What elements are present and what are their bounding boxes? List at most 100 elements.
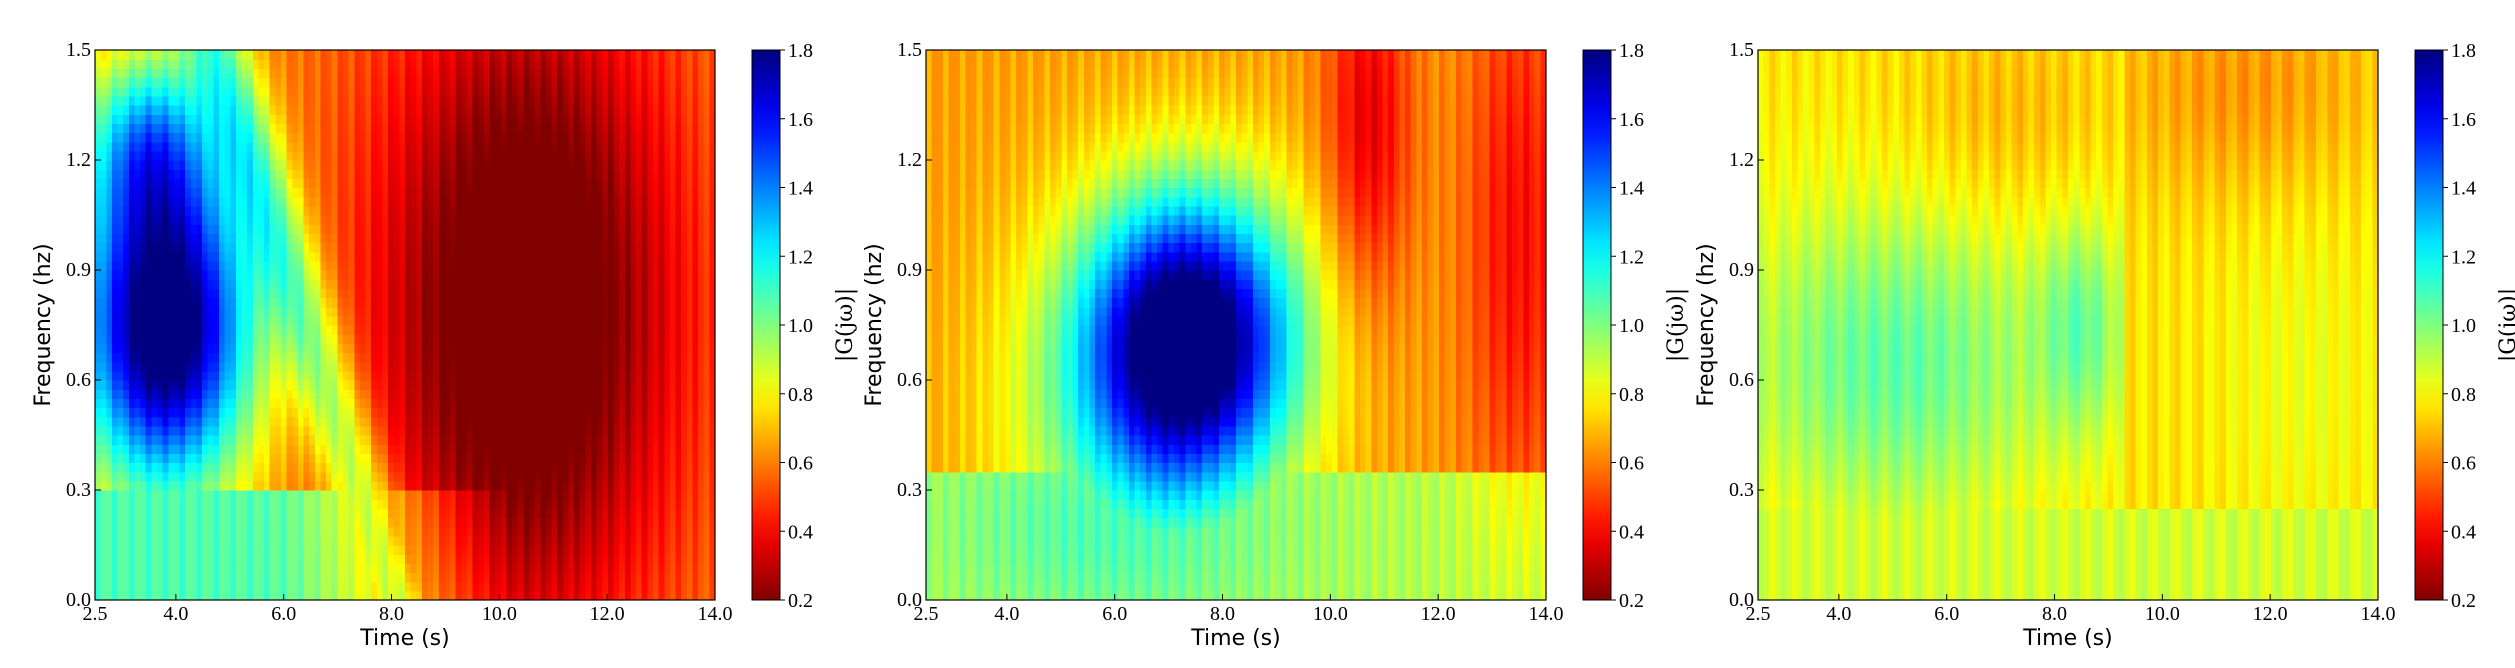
heatmap-cell xyxy=(473,123,479,133)
heatmap-cell xyxy=(174,573,180,583)
heatmap-cell xyxy=(270,96,276,106)
heatmap-cell xyxy=(473,114,479,124)
heatmap-cell xyxy=(552,151,558,161)
heatmap-cell xyxy=(129,463,135,473)
heatmap-cell xyxy=(535,463,541,473)
heatmap-cell xyxy=(535,133,541,143)
heatmap-cell xyxy=(411,96,417,106)
heatmap-cell xyxy=(506,261,512,271)
heatmap-cell xyxy=(151,68,157,78)
heatmap-cell xyxy=(377,252,383,262)
heatmap-cell xyxy=(123,453,129,463)
heatmap-cell xyxy=(191,563,197,573)
heatmap-cell xyxy=(129,123,135,133)
heatmap-cell xyxy=(304,288,310,298)
heatmap-cell xyxy=(213,224,219,234)
heatmap-cell xyxy=(208,490,214,500)
heatmap-cell xyxy=(490,114,496,124)
heatmap-cell xyxy=(422,270,428,280)
heatmap-cell xyxy=(174,78,180,88)
heatmap-cell xyxy=(349,371,355,381)
heatmap-cell xyxy=(270,573,276,583)
heatmap-cell xyxy=(275,325,281,335)
heatmap-cell xyxy=(118,573,124,583)
heatmap-cell xyxy=(360,298,366,308)
heatmap-cell xyxy=(371,105,377,115)
heatmap-cell xyxy=(461,298,467,308)
heatmap-cell xyxy=(546,233,552,243)
heatmap-cell xyxy=(337,197,343,207)
heatmap-cell xyxy=(258,554,264,564)
heatmap-cell xyxy=(535,334,541,344)
heatmap-cell xyxy=(433,518,439,528)
heatmap-cell xyxy=(320,481,326,491)
heatmap-cell xyxy=(95,123,101,133)
heatmap-cell xyxy=(422,453,428,463)
heatmap-cell xyxy=(394,188,400,198)
heatmap-cell xyxy=(196,96,202,106)
heatmap-cell xyxy=(399,343,405,353)
heatmap-cell xyxy=(411,435,417,445)
heatmap-cell xyxy=(343,545,349,555)
heatmap-cell xyxy=(422,96,428,106)
heatmap-cell xyxy=(163,591,169,601)
heatmap-cell xyxy=(343,114,349,124)
heatmap-cell xyxy=(529,527,535,537)
heatmap-cell xyxy=(349,288,355,298)
heatmap-cell xyxy=(230,371,236,381)
heatmap-cell xyxy=(146,408,152,418)
heatmap-cell xyxy=(95,435,101,445)
heatmap-cell xyxy=(337,453,343,463)
heatmap-cell xyxy=(146,50,152,60)
heatmap-cell xyxy=(478,59,484,69)
heatmap-cell xyxy=(123,380,129,390)
heatmap-cell xyxy=(332,243,338,253)
heatmap-cell xyxy=(343,453,349,463)
heatmap-cell xyxy=(473,215,479,225)
heatmap-cell xyxy=(157,178,163,188)
heatmap-cell xyxy=(270,325,276,335)
heatmap-cell xyxy=(157,261,163,271)
heatmap-cell xyxy=(399,536,405,546)
heatmap-cell xyxy=(422,362,428,372)
heatmap-cell xyxy=(473,554,479,564)
heatmap-cell xyxy=(247,408,253,418)
heatmap-cell xyxy=(146,197,152,207)
heatmap-cell xyxy=(518,59,524,69)
heatmap-cell xyxy=(304,591,310,601)
heatmap-cell xyxy=(134,389,140,399)
heatmap-cell xyxy=(366,206,372,216)
heatmap-cell xyxy=(157,380,163,390)
heatmap-cell xyxy=(180,362,186,372)
heatmap-cell xyxy=(518,298,524,308)
heatmap-cell xyxy=(208,343,214,353)
heatmap-cell xyxy=(304,325,310,335)
heatmap-cell xyxy=(298,398,304,408)
heatmap-cell xyxy=(399,279,405,289)
heatmap-cell xyxy=(281,243,287,253)
heatmap-cell xyxy=(529,233,535,243)
heatmap-cell xyxy=(236,68,242,78)
heatmap-cell xyxy=(219,362,225,372)
heatmap-cell xyxy=(411,316,417,326)
heatmap-cell xyxy=(146,215,152,225)
heatmap-cell xyxy=(281,197,287,207)
heatmap-cell xyxy=(196,188,202,198)
heatmap-cell xyxy=(315,316,321,326)
heatmap-cell xyxy=(326,371,332,381)
heatmap-cell xyxy=(275,353,281,363)
heatmap-cell xyxy=(535,343,541,353)
heatmap-cell xyxy=(140,536,146,546)
heatmap-cell xyxy=(354,463,360,473)
heatmap-cell xyxy=(529,481,535,491)
heatmap-cell xyxy=(388,316,394,326)
heatmap-cell xyxy=(450,380,456,390)
heatmap-cell xyxy=(118,508,124,518)
heatmap-cell xyxy=(225,59,231,69)
heatmap-cell xyxy=(478,499,484,509)
heatmap-cell xyxy=(473,96,479,106)
heatmap-cell xyxy=(439,133,445,143)
heatmap-cell xyxy=(557,371,563,381)
heatmap-cell xyxy=(202,481,208,491)
heatmap-cell xyxy=(337,288,343,298)
